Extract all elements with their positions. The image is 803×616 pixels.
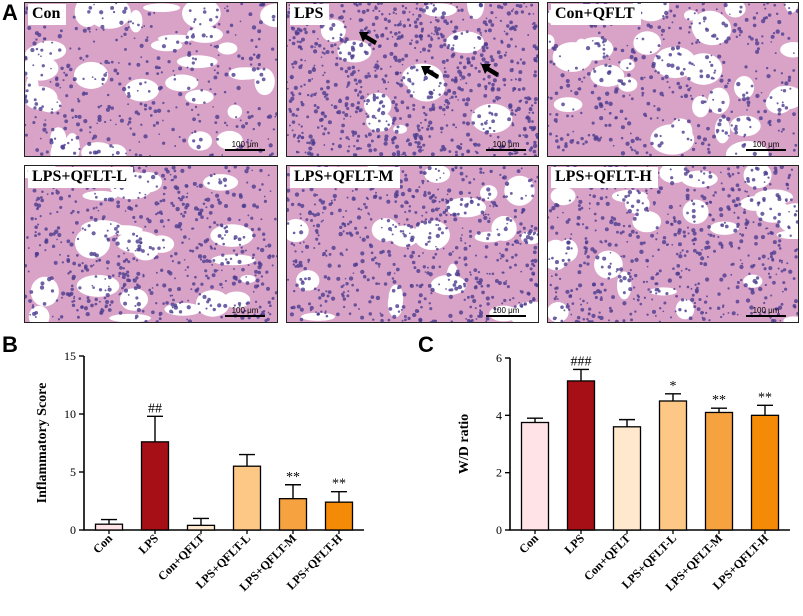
significance-label: ** bbox=[712, 393, 726, 408]
micrograph-con-qflt: Con+QFLT 100 μm bbox=[547, 2, 799, 157]
bar-lps-qflt-m bbox=[704, 411, 734, 531]
y-tick-label: 0 bbox=[496, 523, 502, 537]
micrograph-lps-qflt-m: LPS+QFLT-M 100 μm bbox=[286, 165, 539, 323]
tissue-texture bbox=[25, 3, 277, 156]
y-tick-label: 15 bbox=[64, 349, 76, 363]
error-bar bbox=[527, 417, 543, 423]
y-tick-label: 0 bbox=[70, 523, 76, 537]
scale-bar: 100 μm bbox=[225, 140, 265, 151]
error-bar bbox=[101, 518, 117, 525]
micrograph-label: LPS+QFLT-M bbox=[290, 167, 400, 188]
micrograph-label: Con bbox=[28, 4, 67, 25]
micrograph-con: Con 100 μm bbox=[24, 2, 278, 157]
y-tick-label: 5 bbox=[70, 465, 76, 479]
tissue-texture bbox=[287, 166, 538, 322]
x-tick-label: Con bbox=[90, 531, 115, 556]
significance-label: ### bbox=[571, 354, 592, 369]
error-bar bbox=[147, 415, 163, 442]
bar-lps-qflt-l bbox=[232, 465, 262, 531]
tissue-texture bbox=[287, 3, 538, 156]
x-tick-label: LPS bbox=[136, 531, 162, 557]
significance-label: ** bbox=[332, 477, 346, 492]
bar-con-qflt bbox=[612, 426, 642, 531]
bar-con bbox=[520, 421, 550, 531]
tissue-texture bbox=[548, 166, 798, 322]
bar-lps bbox=[140, 441, 170, 531]
y-tick-label: 4 bbox=[496, 408, 502, 422]
bar-con-qflt bbox=[186, 524, 216, 531]
panel-b-letter: B bbox=[2, 332, 18, 357]
error-bar bbox=[757, 404, 773, 416]
bar-lps bbox=[566, 380, 596, 531]
panel-a-letter: A bbox=[2, 0, 18, 25]
significance-label: ## bbox=[148, 401, 162, 416]
scale-bar: 100 μm bbox=[746, 140, 786, 151]
error-bar bbox=[665, 393, 681, 401]
y-axis-label: Inflammatory Score bbox=[35, 383, 50, 504]
scale-bar: 100 μm bbox=[225, 306, 265, 317]
bar-lps-qflt-h bbox=[324, 501, 354, 531]
panel-c-letter: C bbox=[418, 332, 434, 357]
scale-bar: 100 μm bbox=[486, 140, 526, 151]
micrograph-lps-qflt-l: LPS+QFLT-L 100 μm bbox=[24, 165, 278, 323]
x-tick-label: LPS bbox=[562, 531, 588, 557]
error-bar bbox=[619, 418, 635, 427]
micrograph-lps: LPS 100 μm bbox=[286, 2, 539, 157]
tissue-texture bbox=[25, 166, 277, 322]
scale-bar: 100 μm bbox=[746, 306, 786, 317]
error-bar bbox=[285, 484, 301, 499]
error-bar bbox=[573, 368, 589, 381]
tissue-texture bbox=[548, 3, 798, 156]
y-tick-label: 10 bbox=[64, 407, 76, 421]
error-bar bbox=[331, 491, 347, 503]
x-tick-label: Con bbox=[516, 531, 541, 556]
arrow-marker-3 bbox=[481, 64, 499, 77]
significance-label: ** bbox=[758, 390, 772, 405]
bar-lps-qflt-h bbox=[750, 414, 780, 531]
y-tick-label: 2 bbox=[496, 466, 502, 480]
significance-label: ** bbox=[286, 470, 300, 485]
bar-lps-qflt-l bbox=[658, 400, 688, 531]
micrograph-label: LPS+QFLT-H bbox=[551, 167, 658, 188]
significance-label: * bbox=[670, 379, 677, 394]
micrograph-label: LPS+QFLT-L bbox=[28, 167, 134, 188]
error-bar bbox=[193, 517, 209, 526]
scale-bar: 100 μm bbox=[486, 306, 526, 317]
bar-con bbox=[94, 523, 124, 531]
error-bar bbox=[239, 453, 255, 467]
error-bar bbox=[711, 407, 727, 413]
y-axis-label: W/D ratio bbox=[457, 414, 472, 474]
bar-lps-qflt-m bbox=[278, 498, 308, 531]
micrograph-lps-qflt-h: LPS+QFLT-H 100 μm bbox=[547, 165, 799, 323]
y-tick-label: 6 bbox=[496, 351, 502, 365]
arrow-marker-1 bbox=[359, 32, 377, 45]
arrow-marker-2 bbox=[421, 66, 439, 79]
micrograph-label: Con+QFLT bbox=[551, 4, 641, 25]
micrograph-label: LPS bbox=[290, 4, 330, 25]
axis-lines bbox=[83, 356, 364, 531]
axis-lines bbox=[509, 358, 790, 531]
